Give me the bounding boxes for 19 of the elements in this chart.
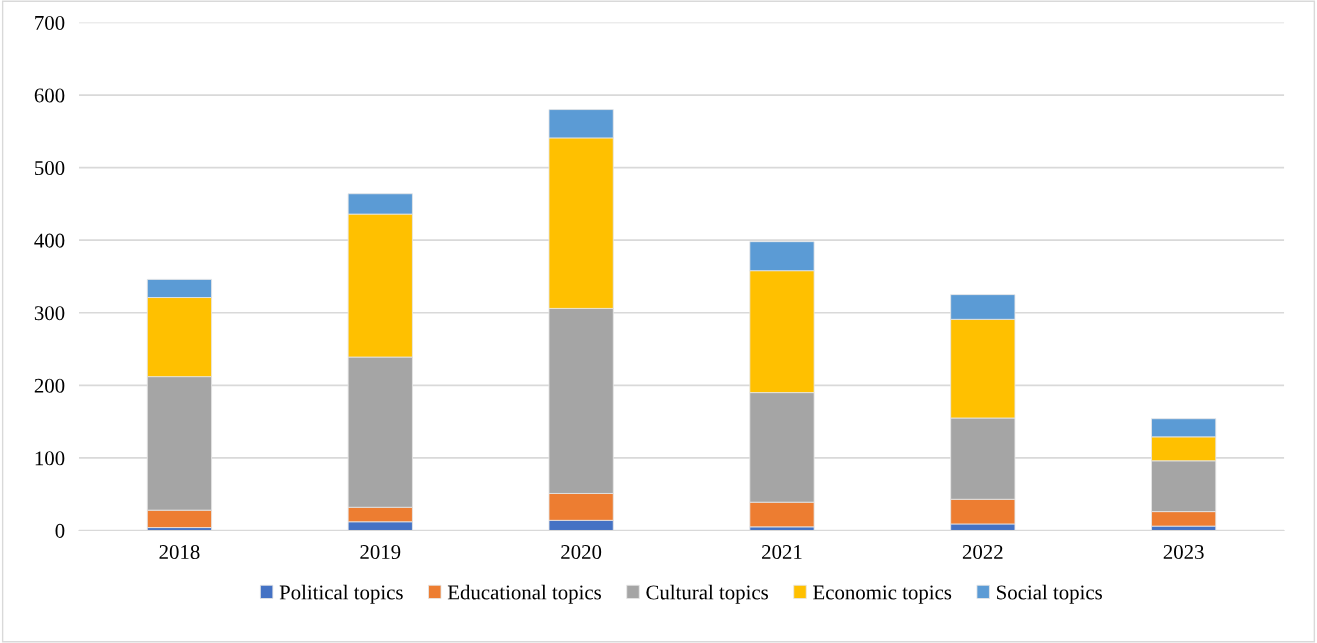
y-tick-label: 300 [34,306,65,321]
y-tick-label: 200 [34,378,65,393]
legend-label: Economic topics [813,585,952,604]
legend-label: Educational topics [447,584,601,604]
y-tick-label: 100 [35,451,65,466]
y-tick-label: 400 [34,233,65,248]
y-tick-label: 700 [35,15,65,30]
x-tick-label: 2020 [561,544,602,560]
x-tick-label: 2022 [962,544,1003,560]
x-tick-label: 2023 [1163,544,1204,560]
y-tick-label: 600 [34,88,65,103]
x-tick-label: 2019 [360,544,401,560]
x-tick-label: 2021 [762,544,802,560]
legend-label: Cultural topics [646,584,768,604]
y-tick-label: 0 [55,523,65,538]
x-tick-label: 2018 [159,544,200,560]
y-tick-label: 500 [35,161,65,176]
legend-label: Social topics [997,584,1102,604]
legend-label: Political topics [279,584,403,604]
